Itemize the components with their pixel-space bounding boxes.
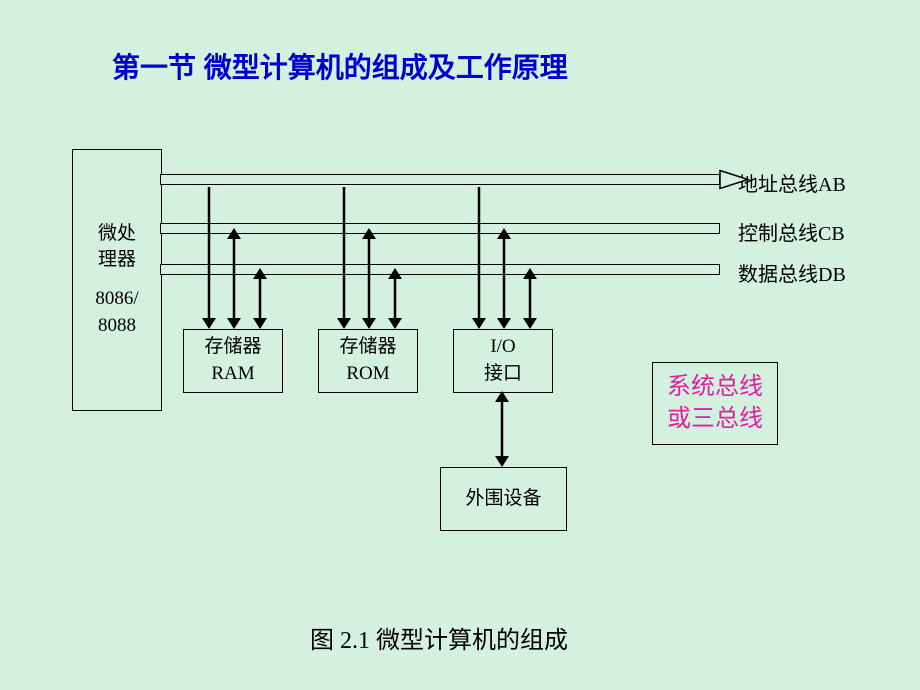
rom-l2: ROM (346, 361, 389, 388)
peripheral-box: 外围设备 (440, 467, 567, 531)
data-bus-line (160, 264, 720, 275)
note-l2: 或三总线 (667, 403, 763, 435)
control-bus-line (160, 223, 720, 234)
cpu-l2: 理器 (98, 247, 136, 274)
ram-box: 存储器 RAM (183, 329, 283, 393)
rom-box: 存储器 ROM (318, 329, 418, 393)
system-bus-note: 系统总线 或三总线 (652, 362, 778, 445)
cpu-l1: 微处 (98, 221, 136, 248)
data-bus-label: 数据总线DB (738, 258, 846, 287)
ram-l2: RAM (211, 361, 254, 388)
io-l2: 接口 (484, 361, 522, 388)
peri-l1: 外围设备 (465, 486, 541, 513)
io-l1: I/O (490, 334, 515, 361)
cpu-box: 微处 理器 8086/ 8088 (72, 149, 162, 411)
cpu-l3: 8086/ (95, 286, 138, 313)
figure-caption: 图 2.1 微型计算机的组成 (310, 620, 568, 655)
rom-l1: 存储器 (339, 334, 396, 361)
page-title: 第一节 微型计算机的组成及工作原理 (112, 46, 568, 86)
note-l1: 系统总线 (667, 371, 763, 403)
io-box: I/O 接口 (453, 329, 553, 393)
ram-l1: 存储器 (204, 334, 261, 361)
address-bus-label: 地址总线AB (738, 168, 846, 197)
address-bus-line (160, 174, 720, 185)
cpu-l4: 8088 (98, 313, 136, 340)
control-bus-label: 控制总线CB (738, 217, 845, 246)
